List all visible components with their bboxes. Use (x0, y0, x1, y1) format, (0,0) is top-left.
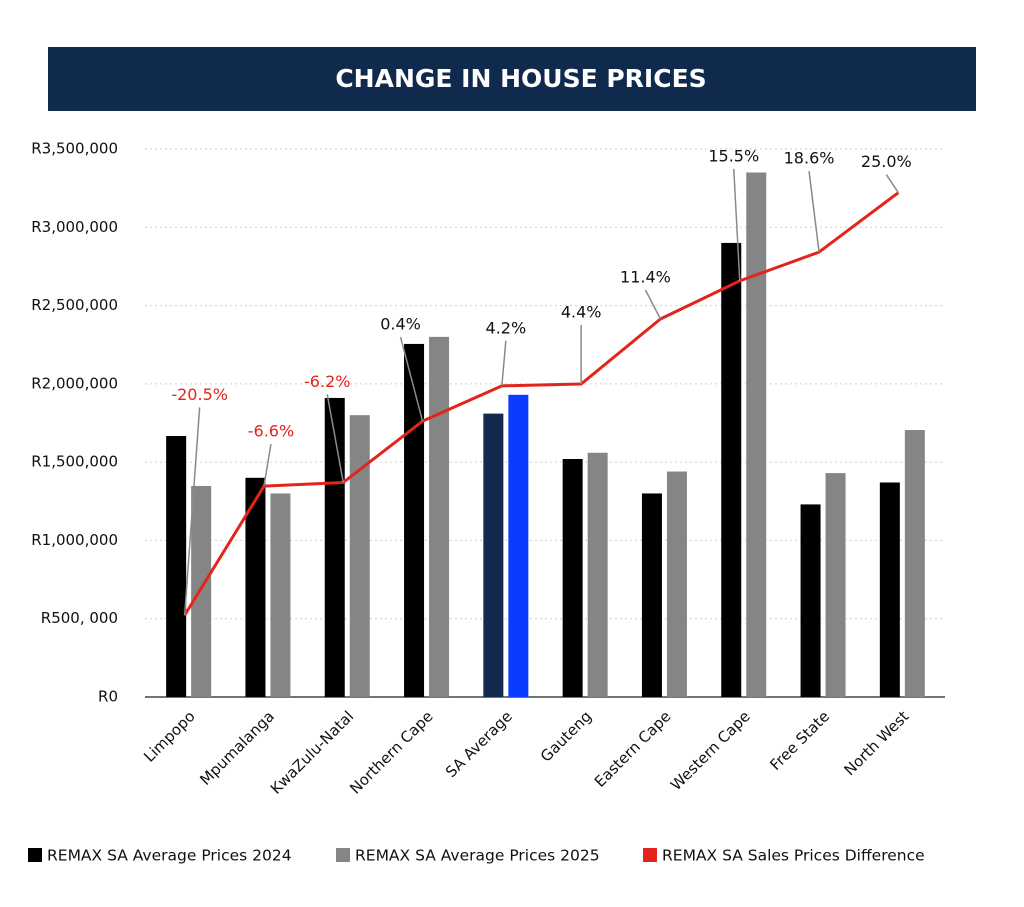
bar (641, 493, 662, 697)
bar (349, 415, 370, 697)
x-tick-label: Free State (766, 707, 833, 774)
label-leader (399, 336, 424, 422)
chart-title: CHANGE IN HOUSE PRICES (335, 64, 706, 93)
legend-label: REMAX SA Sales Prices Difference (662, 847, 925, 865)
bar (270, 493, 291, 697)
bar (587, 452, 608, 697)
x-tick-label: Eastern Cape (591, 707, 675, 791)
x-tick-label: Northern Cape (346, 707, 436, 797)
y-tick-label: R1,500,000 (31, 453, 118, 471)
y-tick-label: R2,000,000 (31, 374, 118, 392)
bar (429, 336, 450, 697)
x-tick-label: Western Cape (667, 707, 754, 794)
data-label: 4.2% (486, 318, 527, 337)
data-label: -20.5% (171, 385, 228, 404)
data-label: 25.0% (861, 152, 912, 171)
bar (562, 459, 583, 697)
bar (191, 485, 212, 697)
y-tick-label: R1,000,000 (31, 531, 118, 549)
bar (879, 482, 900, 697)
bar (508, 394, 529, 697)
bar (825, 473, 846, 697)
y-tick-label: R0 (98, 688, 118, 706)
label-leader (501, 340, 507, 386)
bar (404, 343, 425, 697)
title-banner (48, 47, 976, 111)
data-label: 18.6% (784, 149, 835, 168)
legend-swatch (28, 848, 42, 862)
x-tick-label: North West (841, 707, 913, 779)
y-tick-label: R2,500,000 (31, 296, 118, 314)
data-label: -6.6% (248, 422, 294, 441)
bar (166, 435, 187, 697)
bar (483, 413, 504, 697)
y-tick-label: R500, 000 (41, 609, 118, 627)
label-leader (733, 168, 741, 281)
legend-swatch (643, 848, 657, 862)
data-label: 0.4% (380, 315, 421, 334)
x-tick-label: KwaZulu-Natal (267, 707, 357, 797)
bar (245, 477, 266, 697)
x-tick-label: Mpumalanga (196, 707, 278, 789)
x-tick-label: Limpopo (140, 707, 198, 765)
label-leader (263, 444, 272, 487)
x-tick-label: SA Average (442, 707, 516, 781)
difference-line (183, 191, 900, 617)
data-label: -6.2% (304, 372, 350, 391)
y-tick-label: R3,500,000 (31, 140, 118, 158)
legend-swatch (336, 848, 350, 862)
bar (666, 471, 687, 697)
label-leader (885, 174, 899, 194)
label-leader (644, 289, 662, 320)
label-leader (183, 407, 201, 616)
y-tick-label: R3,000,000 (31, 218, 118, 236)
bar (746, 172, 767, 697)
data-label: 15.5% (708, 146, 759, 165)
bar (324, 397, 345, 697)
bar (904, 430, 925, 697)
label-leader (808, 171, 820, 253)
bar (721, 242, 742, 697)
data-label: 11.4% (620, 267, 671, 286)
legend-label: REMAX SA Average Prices 2025 (355, 847, 600, 865)
legend-label: REMAX SA Average Prices 2024 (47, 847, 292, 865)
bar (800, 504, 821, 697)
x-tick-label: Gauteng (537, 707, 595, 765)
data-label: 4.4% (561, 302, 602, 321)
label-leader (326, 394, 344, 483)
